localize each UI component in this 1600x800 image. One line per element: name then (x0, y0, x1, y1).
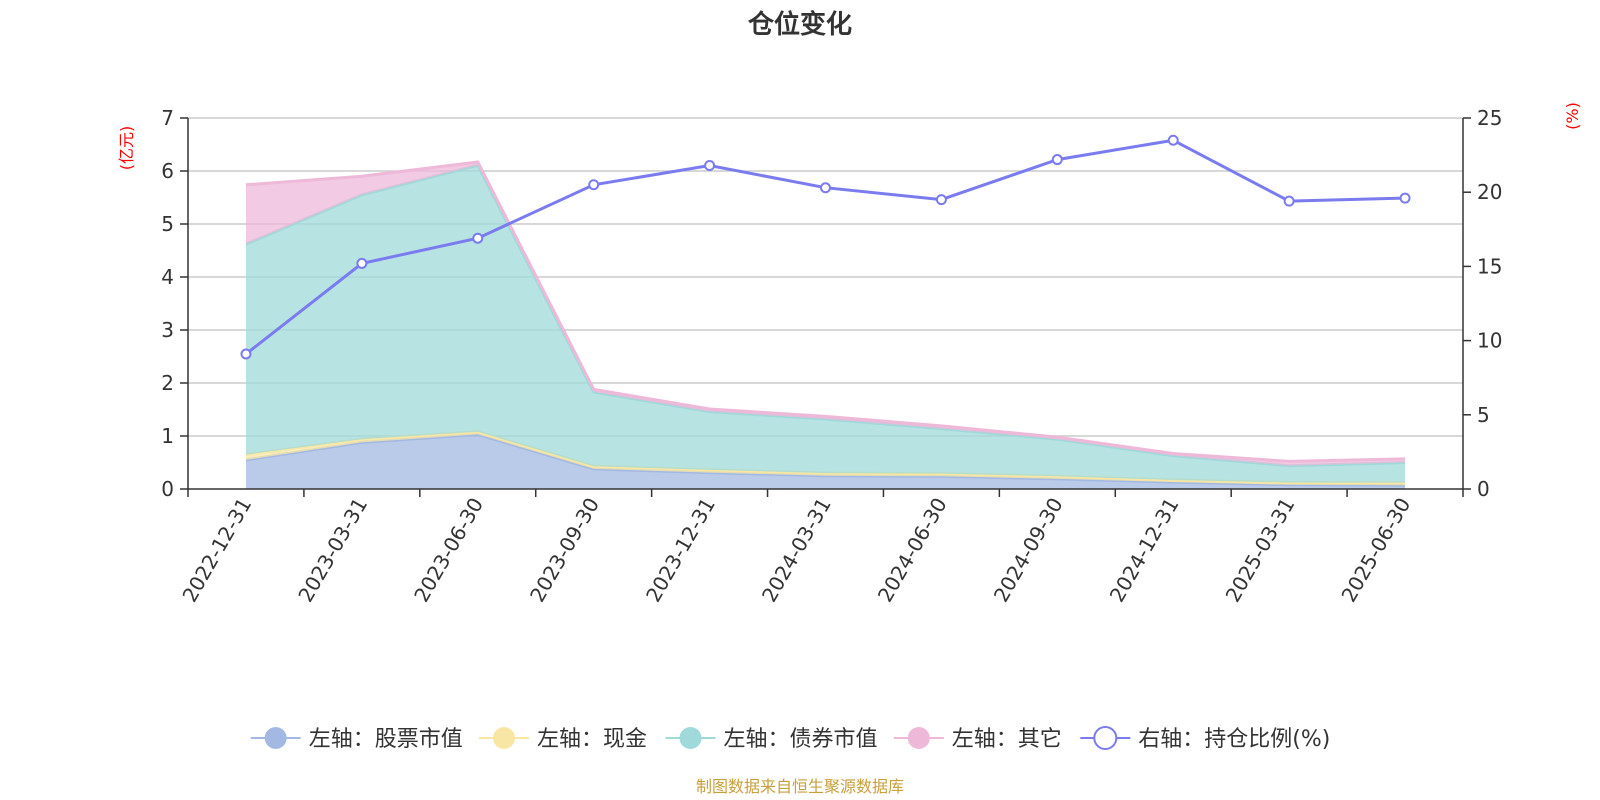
ratio-point (1167, 134, 1179, 146)
right-axis-unit: (%) (1563, 102, 1582, 130)
left-axis-unit: (亿元) (117, 126, 136, 171)
ratio-point (1399, 192, 1411, 204)
x-axis-tick-label: 2024-09-30 (989, 494, 1068, 607)
ratio-point (820, 182, 831, 194)
chart-title: 仓位变化 (747, 9, 852, 40)
legend-item: 左轴：现金 (479, 727, 647, 752)
x-axis-tick-label: 2022-12-31 (177, 494, 256, 607)
legend-swatch-marker (679, 727, 702, 749)
x-axis-tick-label: 2025-06-30 (1336, 494, 1415, 607)
legend-swatch-marker (1093, 726, 1118, 750)
line-series (240, 134, 1411, 360)
x-axis-tick-label: 2024-03-31 (757, 494, 836, 607)
x-axis-tick-label: 2023-09-30 (525, 494, 604, 607)
x-axis-tick-label: 2025-03-31 (1221, 494, 1300, 607)
area-2 (246, 165, 1405, 483)
ratio-point (240, 348, 252, 360)
right-axis-tick-label: 10 (1477, 329, 1502, 353)
right-axis-tick-label: 15 (1477, 254, 1502, 278)
legend-label: 左轴：股票市值 (309, 727, 463, 752)
x-axis-tick-label: 2023-03-31 (293, 494, 372, 607)
left-axis-tick-label: 3 (161, 318, 174, 342)
area-series (245, 160, 1406, 489)
legend-label: 左轴：债券市值 (724, 727, 878, 752)
ratio-point (1283, 195, 1295, 207)
source-note: 制图数据来自恒生聚源数据库 (696, 777, 904, 796)
area-3 (246, 162, 1405, 466)
left-axis-tick-label: 1 (161, 424, 174, 448)
right-axis-tick-label: 25 (1477, 106, 1502, 130)
left-axis-tick-label: 4 (161, 265, 174, 289)
legend: 左轴：股票市值 左轴：现金 左轴：债券市值 左轴：其它 右轴：持仓比例(%) (250, 726, 1330, 752)
legend-item: 左轴：其它 (893, 727, 1062, 752)
ratio-point (704, 159, 716, 171)
x-axis-tick-label: 2024-12-31 (1105, 494, 1184, 607)
legend-swatch-marker (907, 727, 930, 749)
left-axis-tick-label: 7 (161, 106, 174, 130)
area-edge-3 (245, 160, 1406, 463)
ratio-point (935, 194, 947, 206)
legend-label: 左轴：其它 (952, 727, 1062, 752)
legend-swatch-marker (264, 727, 287, 749)
legend-item: 左轴：股票市值 (250, 727, 463, 752)
x-axis-tick-label: 2023-12-31 (641, 494, 720, 607)
x-axis-tick-label: 2023-06-30 (409, 493, 488, 606)
legend-swatch-marker (493, 727, 515, 749)
ratio-point (1051, 154, 1063, 166)
legend-label: 左轴：现金 (537, 727, 647, 752)
ratio-point (356, 257, 368, 269)
right-axis-tick-label: 0 (1477, 477, 1490, 501)
legend-item: 左轴：债券市值 (665, 727, 878, 752)
x-axis-tick-label: 2024-06-30 (873, 494, 952, 607)
ratio-point (588, 179, 600, 191)
right-axis-tick-label: 20 (1477, 180, 1502, 204)
ratio-point (472, 232, 484, 244)
left-axis-tick-label: 2 (161, 371, 174, 395)
legend-label: 右轴：持仓比例(%) (1138, 727, 1330, 752)
left-axis-tick-label: 5 (161, 212, 174, 236)
right-axis-tick-label: 5 (1477, 403, 1490, 427)
left-axis-tick-label: 0 (161, 477, 174, 501)
area-0 (246, 434, 1405, 489)
left-axis-tick-label: 6 (161, 159, 174, 183)
legend-item: 右轴：持仓比例(%) (1080, 726, 1330, 752)
